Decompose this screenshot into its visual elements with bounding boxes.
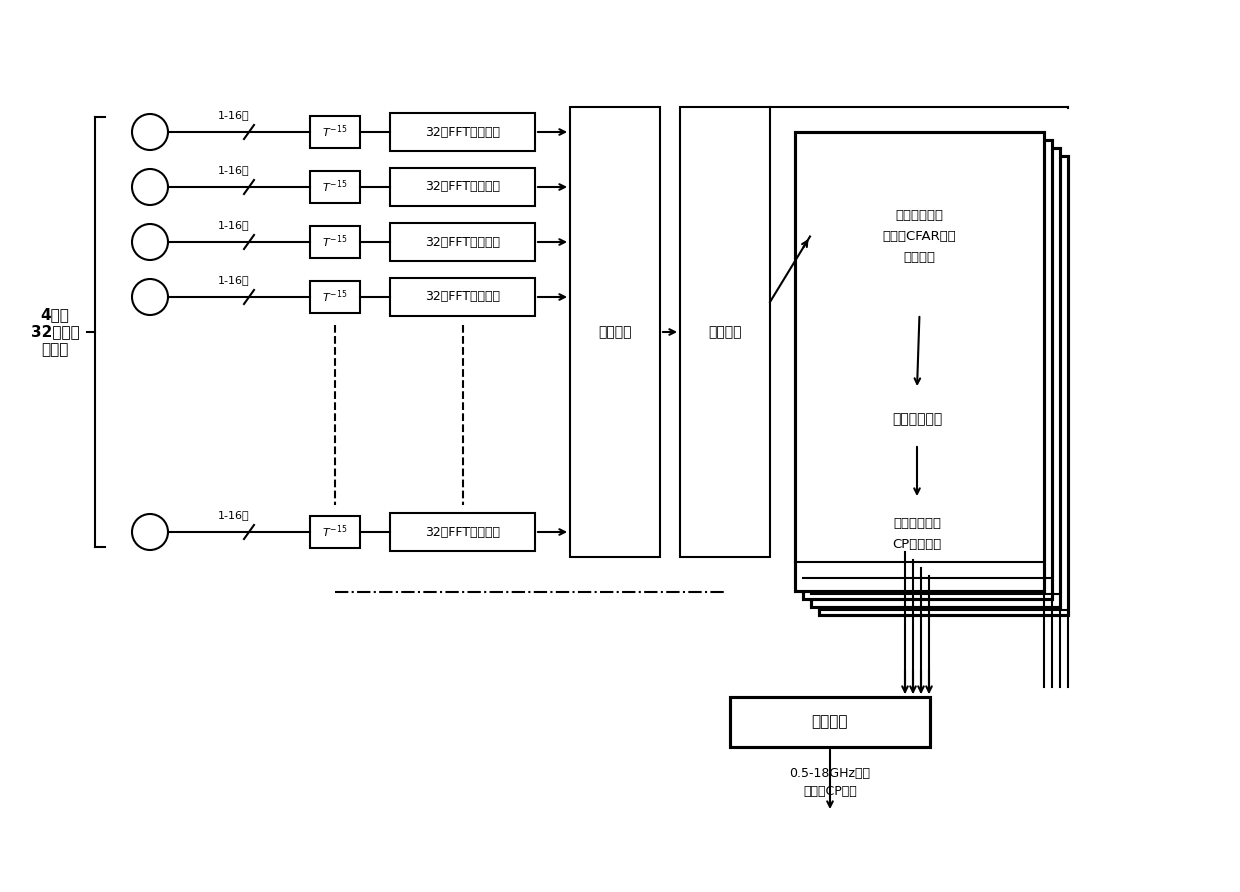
Bar (730, 697, 930, 747)
Text: 1-16位: 1-16位 (218, 220, 249, 230)
Text: 1-16位: 1-16位 (218, 275, 249, 285)
Text: 数据融合: 数据融合 (812, 714, 848, 730)
Bar (844, 406, 1014, 456)
Text: $T^{-15}$: $T^{-15}$ (322, 234, 347, 251)
Text: 32点FFT运算模块: 32点FFT运算模块 (425, 525, 500, 539)
Text: 信息和CP脉冲: 信息和CP脉冲 (804, 785, 857, 798)
Bar (391, 513, 534, 551)
Bar (820, 492, 990, 552)
Bar (310, 281, 360, 313)
Bar (570, 107, 660, 557)
Bar (391, 113, 534, 151)
Bar (391, 168, 534, 206)
Bar (836, 398, 1006, 448)
Text: $T^{-15}$: $T^{-15}$ (322, 124, 347, 140)
Text: 相位差法测频
CP脉冲恢复: 相位差法测频 CP脉冲恢复 (893, 517, 941, 551)
Text: $T^{-15}$: $T^{-15}$ (322, 289, 347, 305)
Bar (826, 163, 1021, 318)
Bar (310, 516, 360, 548)
Bar (680, 107, 770, 557)
Bar (391, 278, 534, 316)
Text: 4通道
32路并行
数据流: 4通道 32路并行 数据流 (31, 307, 79, 357)
Text: 32点FFT运算模块: 32点FFT运算模块 (425, 180, 500, 194)
Text: 分解电路: 分解电路 (708, 325, 742, 339)
Bar (795, 132, 1044, 591)
Bar (310, 226, 360, 258)
Bar (310, 171, 360, 203)
Text: $T^{-15}$: $T^{-15}$ (322, 178, 347, 195)
Bar (310, 116, 360, 148)
Bar (820, 382, 990, 432)
Bar (818, 156, 1068, 615)
Bar (828, 390, 998, 440)
Text: $T^{-15}$: $T^{-15}$ (322, 524, 347, 541)
Bar (835, 171, 1029, 326)
Bar (804, 140, 1052, 599)
Text: 0.5-18GHz测频: 0.5-18GHz测频 (790, 767, 870, 780)
Bar (828, 500, 998, 560)
Text: 32点FFT运算模块: 32点FFT运算模块 (425, 235, 500, 249)
Bar (811, 148, 1060, 607)
Text: 32点FFT运算模块: 32点FFT运算模块 (425, 291, 500, 303)
Text: 1-16位: 1-16位 (218, 510, 249, 520)
Text: 1-16位: 1-16位 (218, 165, 249, 175)
Text: 最大信号计算: 最大信号计算 (892, 412, 942, 426)
Text: 噪声门限计算
恒虚警CFAR检测
极值寻找: 噪声门限计算 恒虚警CFAR检测 极值寻找 (883, 209, 956, 264)
Text: 32点FFT运算模块: 32点FFT运算模块 (425, 126, 500, 138)
Bar (818, 155, 1013, 310)
Bar (836, 508, 1006, 568)
Bar (844, 516, 1014, 576)
Text: 蝶形运算: 蝶形运算 (598, 325, 631, 339)
Text: 1-16位: 1-16位 (218, 110, 249, 120)
Bar (810, 147, 1004, 302)
Bar (391, 223, 534, 261)
